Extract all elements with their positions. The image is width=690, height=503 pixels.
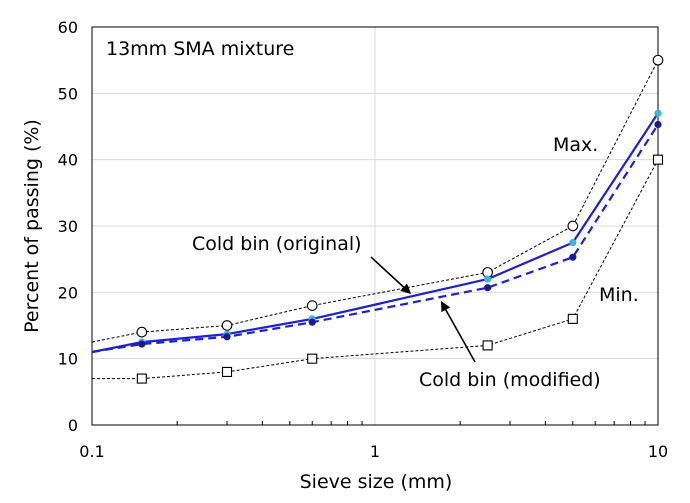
point-max [567,220,579,232]
annotation-cold-bin-original: Cold bin (original) [192,233,362,255]
chart-title: 13mm SMA mixture [106,38,294,60]
point-max [652,54,664,66]
point-cold-bin-original [484,275,492,283]
arrow-original [370,256,411,294]
point-min [136,373,147,384]
y-tick-label: 60 [58,18,78,37]
point-cold-bin-modified [223,333,231,341]
point-min [652,154,664,165]
point-cold-bin-modified [138,340,146,348]
annotation-max: Max. [553,134,598,156]
annotation-min: Min. [599,284,639,306]
point-max [221,320,233,331]
point-cold-bin-modified [308,318,316,326]
y-tick-label: 50 [58,84,78,103]
y-tick-label: 0 [68,416,78,435]
grid [92,27,658,425]
y-tick-label: 30 [58,217,78,236]
point-max [136,326,148,338]
point-min [482,340,493,351]
point-min [221,366,233,377]
arrow-original-head [400,283,411,294]
axis-ticks: 0 10 20 30 40 50 60 0.1 1 10 [58,18,669,461]
y-tick-label: 40 [58,151,78,170]
x-tick-label: 1 [370,442,380,461]
annotation-cold-bin-modified: Cold bin (modified) [419,369,601,391]
y-axis-title: Percent of passing (%) [21,119,43,333]
arrow-modified [441,302,476,363]
point-cold-bin-modified [484,284,492,292]
point-cold-bin-modified [654,120,662,129]
point-cold-bin-original [569,238,577,247]
point-max [306,300,318,311]
arrow-modified-head [441,301,451,313]
y-tick-label: 10 [58,350,78,369]
x-tick-label: 10 [648,442,668,461]
point-min [567,313,578,324]
x-tick-label: 0.1 [79,442,104,461]
x-axis-title: Sieve size (mm) [300,471,453,493]
point-cold-bin-original [654,109,662,117]
point-min [307,353,318,364]
plot-frame [91,26,659,426]
point-cold-bin-modified [569,253,577,261]
y-tick-label: 20 [58,283,78,302]
series-layer [91,54,664,384]
